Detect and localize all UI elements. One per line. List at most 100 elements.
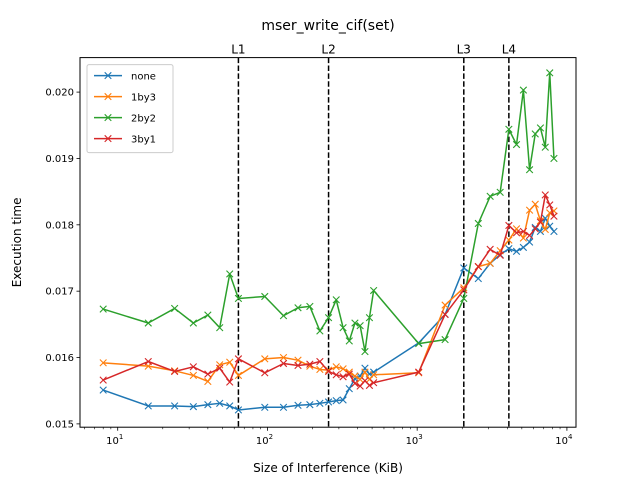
- data-point-1by3-28: [505, 236, 513, 244]
- y-tick-label-5: 0.020: [45, 88, 74, 99]
- data-point-2by2-18: [356, 321, 364, 330]
- data-point-1by3-9: [279, 353, 288, 362]
- data-point-3by1-3: [189, 363, 198, 371]
- data-point-2by2-20: [365, 314, 374, 322]
- data-point-2by2-10: [294, 304, 302, 312]
- data-point-3by1-26: [486, 245, 494, 254]
- axes: 101 102 103 104 0.015 0.016 0.017 0.018 0.019 0.0…: [45, 88, 573, 448]
- data-point-2by2-35: [546, 69, 554, 77]
- data-point-1by3-15: [339, 365, 347, 373]
- data-point-none-1: [144, 402, 152, 410]
- data-point-1by3-3: [189, 371, 198, 380]
- data-point-2by2-28: [505, 125, 513, 133]
- data-point-3by1-14: [332, 371, 340, 379]
- data-point-none-0: [99, 386, 107, 394]
- data-point-2by2-9: [279, 312, 288, 320]
- data-point-3by1-15: [339, 373, 347, 381]
- data-point-2by2-29: [512, 140, 521, 149]
- legend-box: [86, 64, 174, 154]
- data-point-2by2-21: [369, 286, 378, 295]
- data-point-none-9: [279, 403, 288, 411]
- data-point-1by3-26: [486, 259, 494, 267]
- data-point-none-25: [474, 274, 482, 283]
- data-point-none-11: [306, 400, 314, 409]
- y-tick-label-3: 0.018: [45, 220, 74, 231]
- legend: none 1by3 2by2 3by1: [86, 64, 174, 154]
- data-point-3by1-16: [345, 370, 353, 378]
- data-point-3by1-24: [460, 286, 468, 294]
- x-tick-label-3: 104: [555, 433, 573, 447]
- data-point-none-7: [234, 406, 243, 414]
- data-point-3by1-28: [505, 221, 513, 230]
- data-point-none-3: [189, 402, 198, 411]
- data-point-2by2-19: [361, 347, 369, 356]
- y-tick-label-0: 0.015: [45, 419, 74, 430]
- data-point-1by3-4: [204, 377, 212, 386]
- data-point-none-14: [332, 396, 340, 405]
- data-point-none-33: [536, 227, 545, 236]
- data-point-1by3-19: [361, 368, 369, 376]
- data-point-3by1-27: [496, 251, 504, 260]
- data-point-none-2: [170, 402, 179, 410]
- data-point-1by3-21: [369, 371, 378, 379]
- data-point-none-5: [216, 399, 224, 408]
- data-point-1by3-12: [316, 365, 324, 374]
- data-point-1by3-6: [226, 358, 234, 366]
- data-point-1by3-7: [234, 371, 243, 380]
- data-point-none-28: [505, 245, 513, 253]
- data-point-none-6: [226, 402, 234, 410]
- data-point-3by1-23: [441, 310, 449, 319]
- legend-label-none: none: [131, 72, 156, 83]
- data-point-2by2-33: [536, 124, 545, 132]
- data-point-2by2-0: [99, 305, 107, 313]
- x-tick-label-2: 103: [406, 433, 423, 447]
- data-point-3by1-21: [369, 379, 378, 387]
- y-tick-label-2: 0.017: [45, 287, 74, 298]
- y-axis-label: Execution time: [10, 197, 24, 287]
- data-point-2by2-15: [339, 323, 347, 332]
- data-point-3by1-9: [279, 359, 288, 368]
- legend-marker-3by1: [104, 134, 112, 143]
- data-point-2by2-25: [474, 219, 482, 228]
- data-point-2by2-32: [531, 130, 539, 138]
- data-point-2by2-7: [234, 294, 243, 303]
- data-point-1by3-17: [351, 372, 359, 380]
- data-point-2by2-24: [460, 294, 468, 303]
- data-point-2by2-6: [226, 270, 234, 278]
- data-point-2by2-31: [525, 166, 534, 174]
- data-point-2by2-3: [189, 319, 198, 327]
- data-point-3by1-8: [261, 369, 269, 377]
- data-point-2by2-12: [316, 327, 324, 335]
- data-point-1by3-8: [261, 355, 269, 363]
- data-point-none-31: [525, 238, 534, 246]
- data-point-3by1-33: [536, 218, 545, 226]
- data-point-none-12: [316, 399, 324, 408]
- data-point-3by1-4: [204, 370, 212, 378]
- data-point-1by3-18: [356, 375, 364, 384]
- data-point-2by2-11: [306, 302, 314, 311]
- plot-frame: [79, 57, 577, 428]
- data-point-3by1-32: [531, 225, 539, 233]
- data-point-2by2-13: [324, 314, 333, 322]
- x-tick-label-0: 101: [106, 433, 123, 447]
- data-point-3by1-10: [294, 361, 302, 370]
- data-point-1by3-30: [519, 234, 528, 242]
- data-point-3by1-6: [226, 378, 234, 386]
- x-axis-label: Size of Interference (KiB): [253, 461, 403, 475]
- data-point-3by1-29: [512, 229, 521, 237]
- vline-label-l4: L4: [502, 43, 516, 57]
- reference-lines: L1 L2 L3 L4: [231, 43, 516, 428]
- data-point-none-10: [294, 401, 302, 409]
- data-point-1by3-0: [99, 359, 107, 367]
- series-3by1: [99, 191, 558, 390]
- vline-label-l1: L1: [231, 43, 245, 57]
- data-point-3by1-35: [546, 201, 554, 209]
- data-point-none-36: [550, 227, 558, 236]
- data-point-3by1-11: [306, 360, 314, 368]
- legend-label-2by2: 2by2: [131, 114, 156, 125]
- data-point-2by2-8: [261, 292, 269, 301]
- data-point-3by1-17: [351, 379, 359, 388]
- data-point-2by2-1: [144, 319, 152, 327]
- data-point-2by2-27: [496, 188, 504, 196]
